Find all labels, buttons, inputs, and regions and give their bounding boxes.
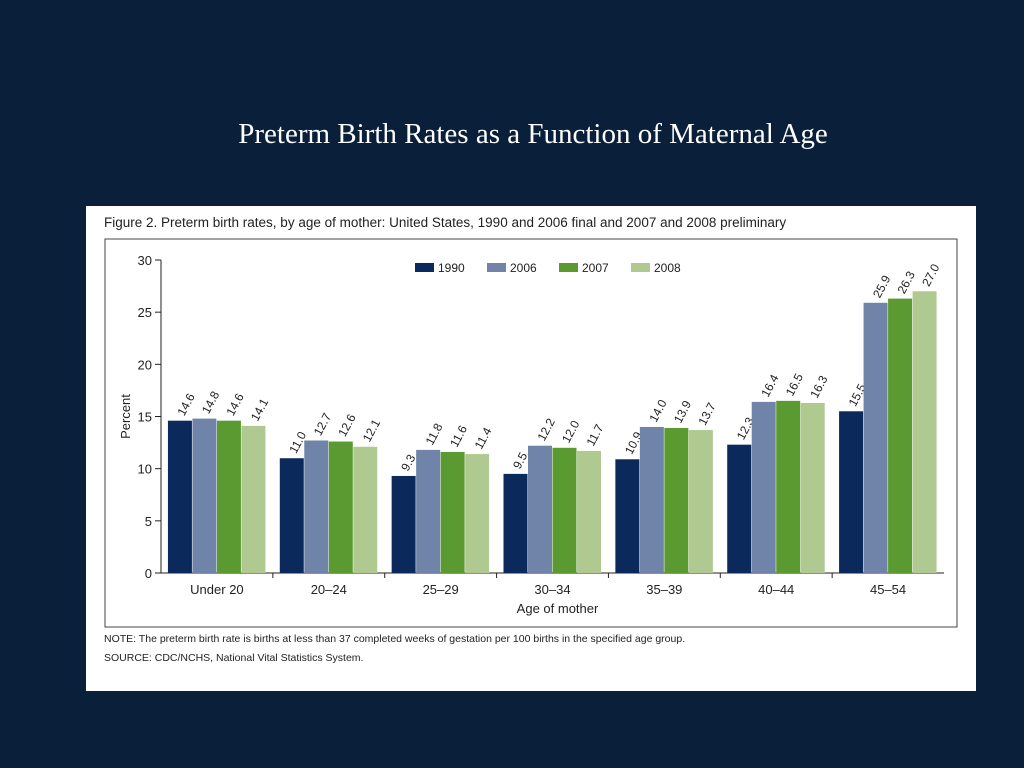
figure-caption: Figure 2. Preterm birth rates, by age of… [104,215,787,230]
bar-1990-0 [167,420,192,573]
data-label: 12.2 [535,416,558,443]
legend-label-2008: 2008 [654,261,681,275]
bar-1990-6 [839,411,864,573]
x-axis-label: Age of mother [517,601,599,616]
y-axis-label: Percent [118,394,133,439]
bar-2008-6 [912,291,937,573]
bar-2008-1 [353,446,378,573]
y-tick-label: 15 [138,410,152,425]
data-label: 12.7 [311,410,334,437]
legend-swatch-2008 [631,263,650,272]
bar-2007-5 [776,400,801,573]
bar-2008-5 [800,402,825,573]
data-label: 11.4 [472,425,495,452]
data-label: 14.0 [646,397,669,424]
bar-1990-2 [391,475,416,573]
x-tick-label: 40–44 [758,582,794,597]
data-label: 27.0 [919,261,942,288]
x-tick-label: 35–39 [646,582,682,597]
legend-swatch-2007 [559,263,578,272]
figure-source: SOURCE: CDC/NCHS, National Vital Statist… [104,652,364,664]
bar-2006-5 [751,401,776,573]
bar-2006-3 [528,445,552,573]
bar-1990-1 [279,458,304,573]
bar-2007-0 [216,420,241,573]
bar-2006-2 [416,449,441,573]
data-label: 16.3 [807,373,830,400]
data-label: 14.6 [223,391,246,418]
y-tick-label: 25 [138,305,152,320]
bar-2008-2 [465,454,490,573]
bar-2007-2 [440,451,465,573]
legend-label-2006: 2006 [510,261,537,275]
legend-label-2007: 2007 [582,261,609,275]
x-tick-label: 30–34 [534,582,570,597]
data-label: 12.0 [559,418,582,445]
data-label: 25.9 [870,273,893,300]
figure-note: NOTE: The preterm birth rate is births a… [104,633,686,645]
bar-2008-4 [688,430,713,573]
x-tick-label: 25–29 [423,582,459,597]
legend-swatch-2006 [487,263,506,272]
data-label: 11.6 [447,423,470,450]
bar-2007-4 [664,427,689,573]
y-tick-label: 5 [145,514,152,529]
data-label: 13.9 [671,398,694,425]
data-label: 16.4 [758,372,781,399]
data-label: 14.8 [199,389,222,416]
bar-2006-4 [639,426,664,573]
bar-2008-0 [241,425,266,573]
slide-title: Preterm Birth Rates as a Function of Mat… [238,118,828,150]
data-label: 14.6 [174,391,197,418]
data-label: 11.8 [423,421,446,448]
bar-2006-6 [863,302,888,573]
y-tick-label: 30 [138,253,152,268]
chart-figure: 0 5 10 15 20 25 30 Percent 14.6 14.8 14.6 14.1 Under… [86,206,976,691]
data-label: 9.5 [510,450,530,472]
bar-2006-0 [192,418,217,573]
data-label: 13.7 [695,400,718,427]
bar-2007-1 [328,441,353,573]
bar-1990-3 [503,473,528,573]
x-tick-label: Under 20 [190,582,243,597]
bar-2007-3 [552,447,577,573]
data-label: 12.1 [360,417,383,444]
bar-2007-6 [888,298,913,573]
y-tick-label: 20 [138,357,152,372]
x-tick-label: 20–24 [311,582,347,597]
y-tick-label: 0 [145,566,152,581]
bar-1990-5 [727,444,752,573]
legend-label-1990: 1990 [438,261,465,275]
data-label: 11.7 [584,422,607,449]
bar-2006-1 [304,440,329,573]
data-label: 16.5 [783,371,806,398]
data-label: 14.1 [248,396,271,423]
x-tick-label: 45–54 [870,582,906,597]
data-label: 9.3 [398,452,418,474]
bar-2008-3 [577,450,601,573]
data-label: 12.6 [335,411,358,438]
legend-swatch-1990 [415,263,434,272]
bar-1990-4 [615,459,640,573]
y-tick-label: 10 [138,462,152,477]
chart-frame [104,238,958,628]
